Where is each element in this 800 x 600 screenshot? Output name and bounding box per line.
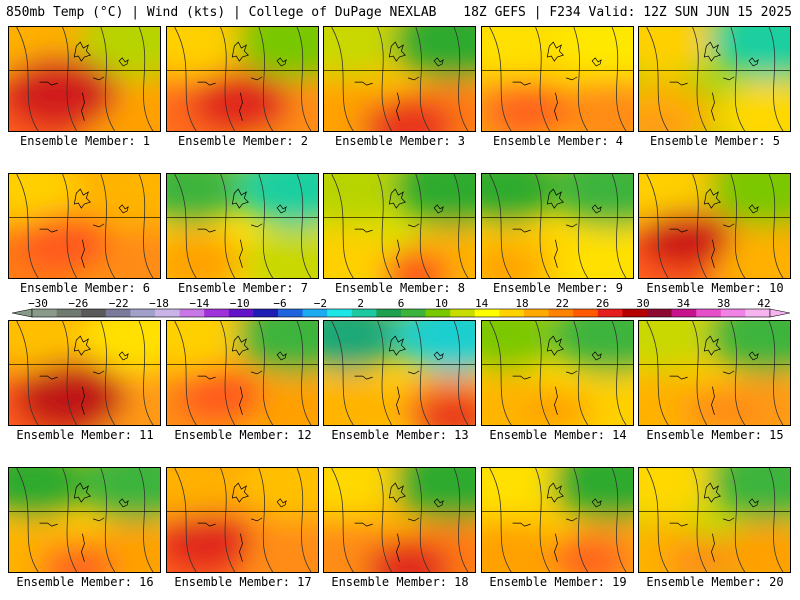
colorbar-segment [499, 309, 525, 317]
ensemble-member-label: Ensemble Member: 10 [646, 281, 784, 295]
colorbar-segment [376, 309, 402, 317]
temperature-colorbar [11, 308, 791, 318]
ensemble-member-label: Ensemble Member: 4 [492, 134, 624, 148]
colorbar-segment [228, 309, 254, 317]
colorbar-tick-label: 42 [757, 297, 771, 310]
colorbar-tick-label: 2 [357, 297, 364, 310]
ensemble-member-label: Ensemble Member: 13 [331, 428, 469, 442]
ensemble-member-label: Ensemble Member: 8 [334, 281, 466, 295]
ensemble-member-label: Ensemble Member: 7 [177, 281, 309, 295]
ensemble-member-label: Ensemble Member: 16 [16, 575, 154, 589]
ensemble-member-label: Ensemble Member: 12 [174, 428, 312, 442]
colorbar-segment [302, 309, 328, 317]
colorbar-right-arrow [769, 308, 791, 318]
colorbar-segment [720, 309, 746, 317]
ensemble-member-map [323, 467, 476, 573]
map-title: 850mb Temp (°C) | Wind (kts) | College o… [6, 5, 437, 20]
colorbar-segment [32, 309, 58, 317]
colorbar-tick-label: −22 [108, 297, 129, 310]
colorbar-segment [745, 309, 771, 317]
colorbar-tick-label: 22 [555, 297, 569, 310]
colorbar-segment [130, 309, 156, 317]
ensemble-member-map [323, 173, 476, 279]
colorbar-segment [327, 309, 353, 317]
colorbar-segment [105, 309, 131, 317]
colorbar-tick-label: −2 [313, 297, 327, 310]
ensemble-member-map [166, 26, 319, 132]
ensemble-member-label: Ensemble Member: 9 [492, 281, 624, 295]
colorbar-tick-label: 34 [676, 297, 690, 310]
colorbar-tick-label: 38 [717, 297, 731, 310]
colorbar-segment [548, 309, 574, 317]
ensemble-member-label: Ensemble Member: 19 [489, 575, 627, 589]
colorbar-tick-label: 18 [515, 297, 529, 310]
ensemble-member-map [166, 173, 319, 279]
colorbar-segment [401, 309, 427, 317]
ensemble-member-label: Ensemble Member: 20 [646, 575, 784, 589]
ensemble-member-map [8, 320, 161, 426]
colorbar-segment [524, 309, 550, 317]
colorbar-segment [696, 309, 722, 317]
colorbar-segment [647, 309, 673, 317]
ensemble-member-map [323, 26, 476, 132]
ensemble-member-label: Ensemble Member: 18 [331, 575, 469, 589]
colorbar-tick-label: −14 [189, 297, 210, 310]
colorbar-tick-label: −26 [68, 297, 89, 310]
ensemble-member-map [638, 467, 791, 573]
colorbar-segment [351, 309, 377, 317]
ensemble-member-label: Ensemble Member: 5 [649, 134, 781, 148]
colorbar-segment [204, 309, 230, 317]
colorbar-segment [81, 309, 107, 317]
colorbar-tick-label: −6 [273, 297, 287, 310]
ensemble-member-map [481, 26, 634, 132]
ensemble-member-map [481, 173, 634, 279]
ensemble-member-label: Ensemble Member: 15 [646, 428, 784, 442]
colorbar-segment [474, 309, 500, 317]
ensemble-member-label: Ensemble Member: 2 [177, 134, 309, 148]
colorbar-segment [671, 309, 697, 317]
colorbar-tick-label: −30 [28, 297, 48, 310]
colorbar-tick-label: −10 [229, 297, 250, 310]
ensemble-member-map [323, 320, 476, 426]
colorbar-tick-label: 26 [596, 297, 610, 310]
ensemble-member-map [8, 26, 161, 132]
ensemble-member-label: Ensemble Member: 11 [16, 428, 154, 442]
colorbar-segment [155, 309, 181, 317]
ensemble-member-map [8, 173, 161, 279]
colorbar-segment [179, 309, 205, 317]
ensemble-member-label: Ensemble Member: 3 [334, 134, 466, 148]
ensemble-member-label: Ensemble Member: 1 [19, 134, 151, 148]
ensemble-member-map [638, 320, 791, 426]
colorbar-tick-label: 10 [434, 297, 448, 310]
colorbar-tick-label: 14 [475, 297, 489, 310]
ensemble-member-map [166, 467, 319, 573]
ensemble-member-map [638, 173, 791, 279]
colorbar-segment [622, 309, 648, 317]
colorbar-segment [253, 309, 279, 317]
ensemble-member-map [481, 467, 634, 573]
ensemble-member-map [638, 26, 791, 132]
colorbar-segment [450, 309, 476, 317]
colorbar-tick-label: 6 [397, 297, 405, 310]
colorbar-segment [573, 309, 599, 317]
colorbar-segment [597, 309, 623, 317]
ensemble-member-label: Ensemble Member: 17 [174, 575, 312, 589]
colorbar-segment [425, 309, 451, 317]
colorbar-left-arrow [11, 308, 33, 318]
ensemble-member-map [8, 467, 161, 573]
ensemble-member-map [481, 320, 634, 426]
model-run-info: 18Z GEFS | F234 Valid: 12Z SUN JUN 15 20… [463, 5, 792, 20]
colorbar-tick-label: 30 [636, 297, 650, 310]
ensemble-member-label: Ensemble Member: 6 [19, 281, 151, 295]
ensemble-member-map [166, 320, 319, 426]
colorbar-tick-label: −18 [149, 297, 169, 310]
colorbar-segment [278, 309, 304, 317]
ensemble-member-label: Ensemble Member: 14 [489, 428, 627, 442]
colorbar-segment [56, 309, 82, 317]
